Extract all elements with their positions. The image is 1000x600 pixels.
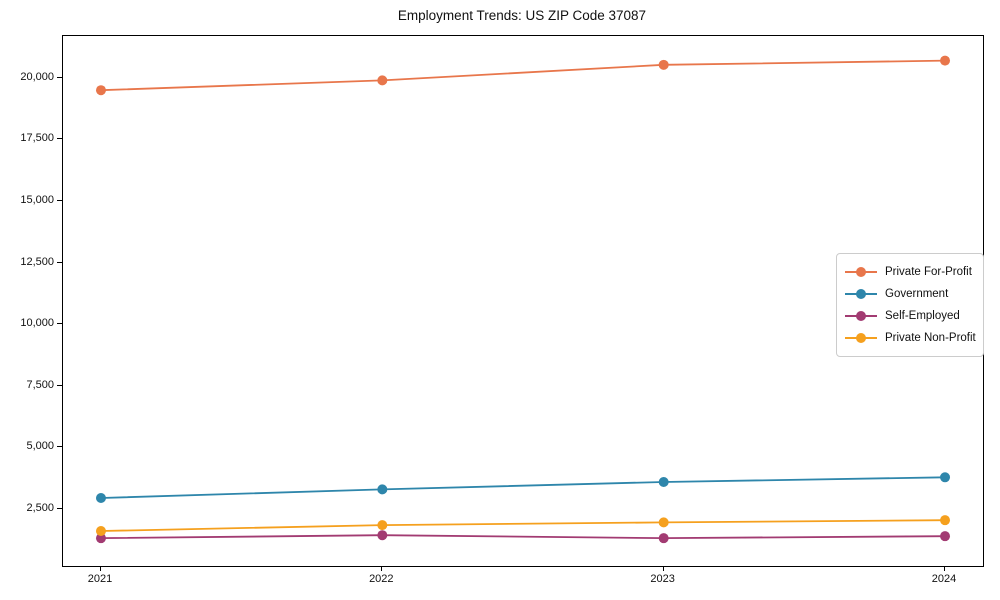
series-point: [95, 533, 106, 544]
x-tick-label: 2022: [369, 573, 394, 585]
legend-item-1: Government: [845, 283, 975, 305]
series-point: [95, 526, 106, 537]
series-point: [940, 472, 951, 483]
series-point: [658, 59, 669, 70]
legend-item-2: Self-Employed: [845, 305, 975, 327]
y-tick-label: 20,000: [20, 70, 54, 83]
x-tick-label: 2021: [87, 573, 113, 585]
y-tick-label: 5,000: [26, 440, 54, 453]
series-line-0: [100, 59, 946, 92]
legend: Private For-Profit Government Self-Employe…: [836, 253, 984, 357]
series-line-2: [100, 534, 946, 540]
y-tick-mark: [57, 446, 62, 448]
y-tick-label: 15,000: [20, 194, 54, 207]
series-point: [658, 533, 669, 544]
y-tick-mark: [57, 138, 62, 140]
series-point: [940, 55, 951, 66]
x-tick-mark: [99, 566, 101, 571]
y-tick-label: 12,500: [20, 255, 54, 268]
y-tick-label: 17,500: [20, 132, 54, 145]
series-point: [658, 476, 669, 487]
x-tick-mark: [381, 566, 383, 571]
y-tick-mark: [57, 508, 62, 510]
y-tick-mark: [57, 200, 62, 202]
series-point: [940, 531, 951, 542]
series-point: [95, 85, 106, 96]
x-tick-label: 2023: [650, 573, 675, 585]
series-line-1: [100, 476, 946, 499]
x-tick-label: 2024: [931, 573, 957, 585]
y-tick-label: 2,500: [26, 502, 54, 515]
legend-line-marker-icon: [845, 289, 877, 299]
plot-svg: [95, 55, 951, 544]
series-line-3: [100, 519, 946, 532]
legend-line-marker-icon: [845, 333, 877, 343]
y-tick-mark: [57, 261, 62, 263]
y-tick-label: 10,000: [20, 317, 54, 330]
legend-item-0: Private For-Profit: [845, 261, 975, 283]
legend-label: Government: [885, 288, 949, 300]
legend-label: Private Non-Profit: [885, 332, 976, 344]
y-tick-mark: [57, 323, 62, 325]
series-point: [377, 520, 388, 531]
x-tick-mark: [662, 566, 664, 571]
series-point: [377, 75, 388, 86]
x-tick-mark: [944, 566, 946, 571]
legend-line-marker-icon: [845, 311, 877, 321]
series-point: [95, 492, 106, 503]
legend-label: Private For-Profit: [885, 266, 972, 278]
legend-line-marker-icon: [845, 267, 877, 277]
y-tick-mark: [57, 76, 62, 78]
series-point: [377, 484, 388, 495]
legend-item-3: Private Non-Profit: [845, 327, 976, 349]
plot-area: Private For-Profit Government Self-Employe…: [62, 35, 984, 567]
series-point: [658, 517, 669, 528]
chart-title: Employment Trends: US ZIP Code 37087: [397, 8, 647, 23]
series-point: [377, 530, 388, 541]
legend-label: Self-Employed: [885, 310, 960, 322]
y-tick-label: 7,500: [26, 378, 54, 391]
y-tick-mark: [57, 384, 62, 386]
series-point: [940, 515, 951, 526]
